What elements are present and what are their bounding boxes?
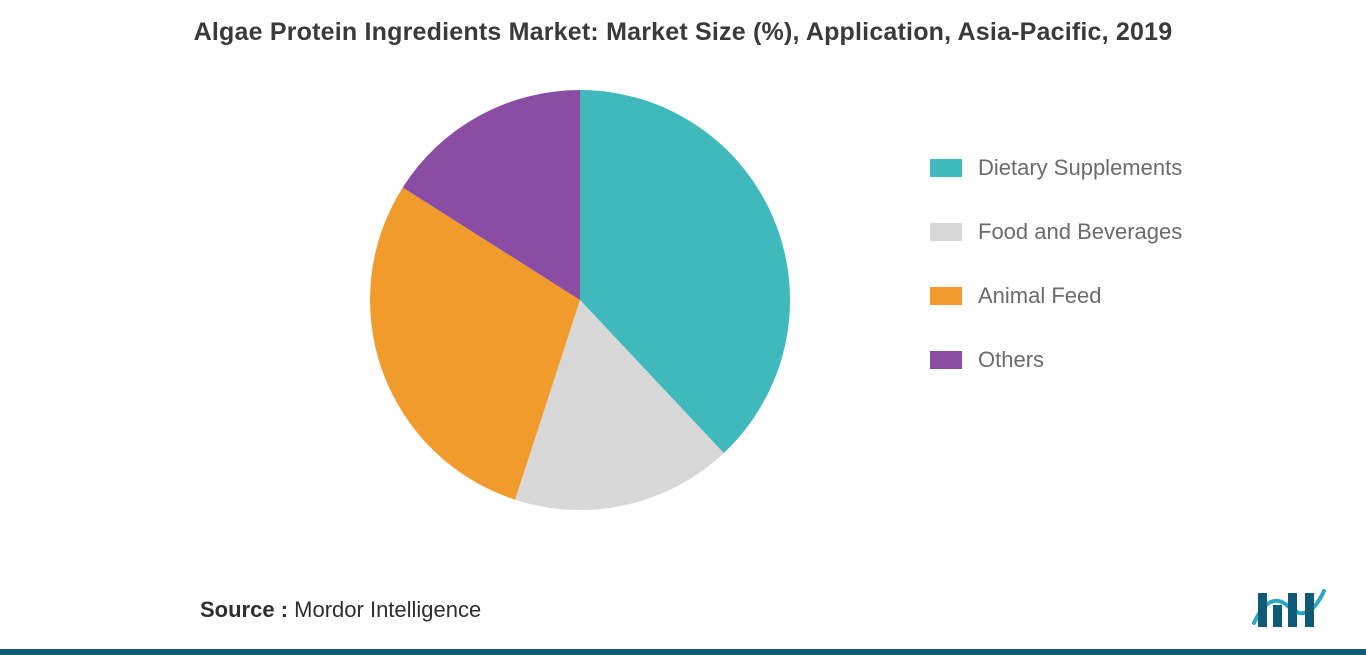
legend-swatch — [930, 159, 962, 177]
legend-swatch — [930, 223, 962, 241]
legend-item-2: Animal Feed — [930, 283, 1182, 309]
pie-svg — [370, 90, 790, 510]
legend-label: Dietary Supplements — [978, 155, 1182, 181]
legend-label: Others — [978, 347, 1044, 373]
source-line: Source : Mordor Intelligence — [200, 597, 481, 623]
accent-bar — [0, 649, 1366, 655]
legend-label: Food and Beverages — [978, 219, 1182, 245]
pie-chart — [370, 90, 790, 510]
logo-bars-icon — [1258, 593, 1314, 627]
legend-item-1: Food and Beverages — [930, 219, 1182, 245]
legend-item-0: Dietary Supplements — [930, 155, 1182, 181]
legend-swatch — [930, 351, 962, 369]
logo-svg — [1250, 583, 1328, 631]
legend-label: Animal Feed — [978, 283, 1102, 309]
legend: Dietary Supplements Food and Beverages Ani… — [930, 155, 1182, 373]
source-value: Mordor Intelligence — [294, 597, 481, 622]
brand-logo — [1250, 583, 1328, 631]
chart-title: Algae Protein Ingredients Market: Market… — [0, 18, 1366, 47]
legend-swatch — [930, 287, 962, 305]
source-label: Source : — [200, 597, 288, 622]
legend-item-3: Others — [930, 347, 1182, 373]
